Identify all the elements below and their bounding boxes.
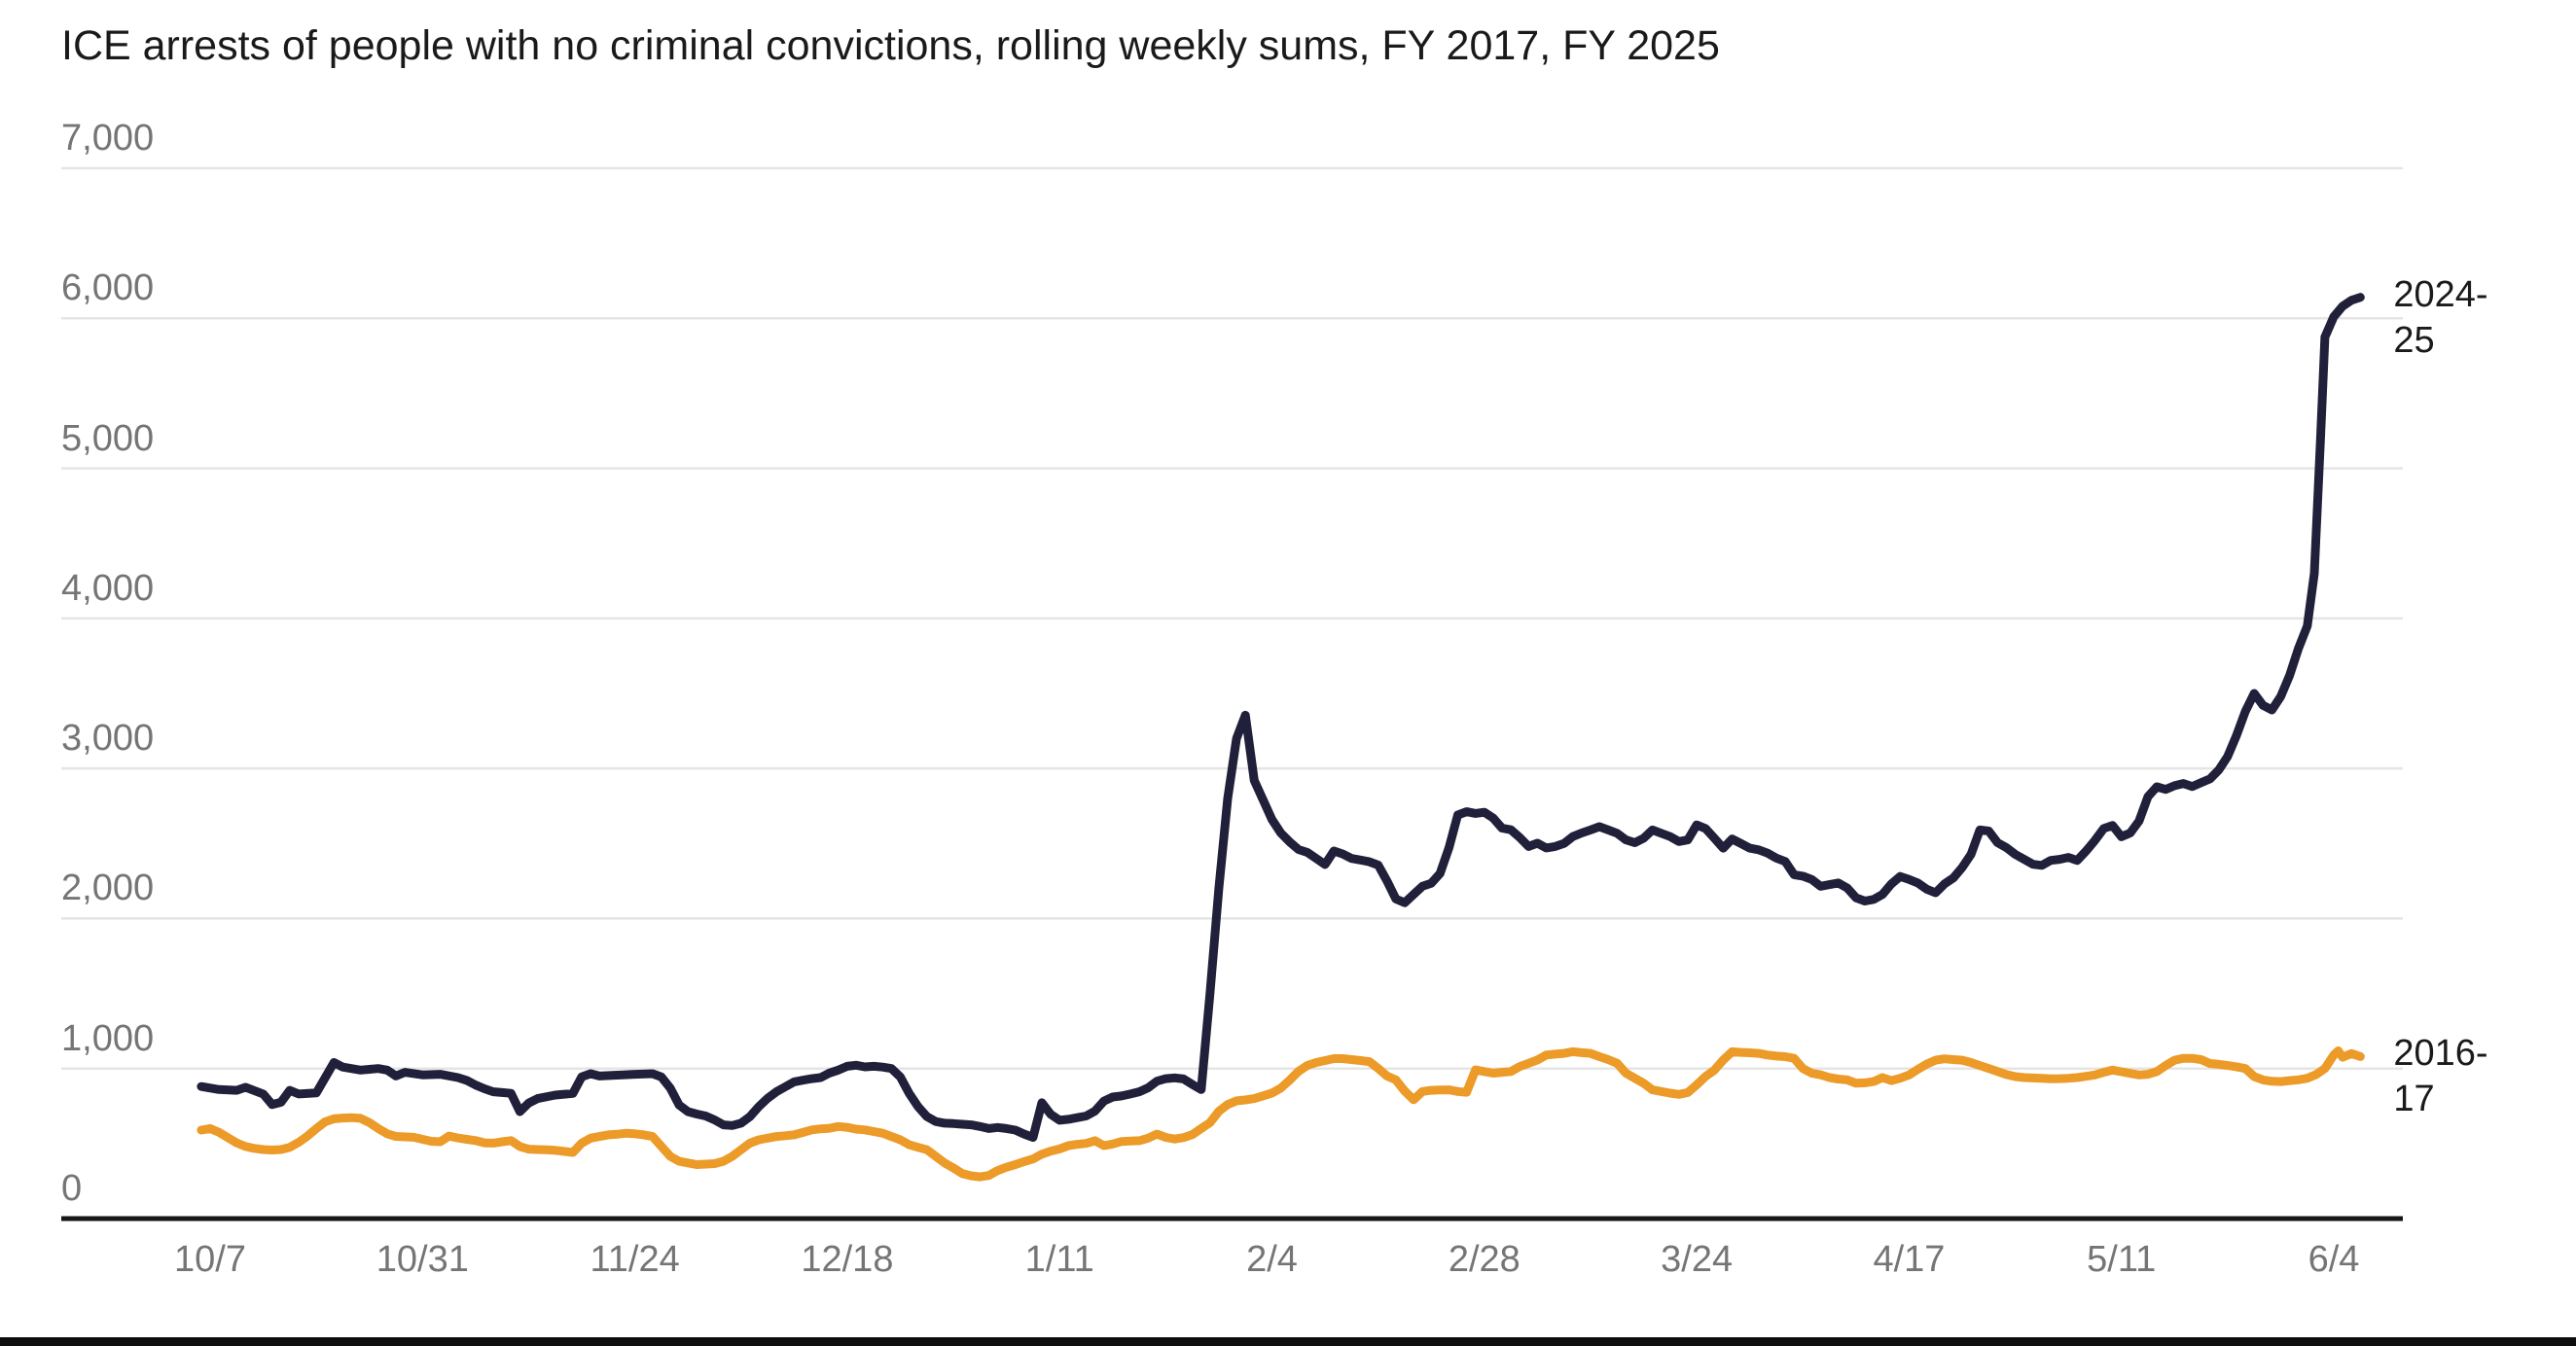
y-tick-label: 2,000 <box>61 868 155 909</box>
x-tick-label: 10/31 <box>376 1239 469 1280</box>
line-2024-25 <box>197 293 2365 1142</box>
x-tick-label: 12/18 <box>801 1239 894 1280</box>
series-label-2016-17: 2016-17 <box>2393 1033 2488 1120</box>
y-tick-label: 3,000 <box>61 718 155 760</box>
y-tick-label: 1,000 <box>61 1017 155 1059</box>
x-tick-label: 5/11 <box>2087 1239 2157 1280</box>
x-tick-label: 2/4 <box>1246 1239 1298 1280</box>
y-tick-label: 0 <box>61 1168 83 1209</box>
y-tick-label: 4,000 <box>61 567 155 609</box>
x-tick-label: 10/7 <box>174 1239 246 1280</box>
x-tick-label: 2/28 <box>1448 1239 1521 1280</box>
x-tick-label: 11/24 <box>590 1239 680 1280</box>
bottom-divider-bar <box>0 1337 2576 1346</box>
line-2016-17 <box>197 1046 2365 1182</box>
chart-title: ICE arrests of people with no criminal c… <box>61 22 1720 69</box>
y-tick-label: 6,000 <box>61 267 155 309</box>
x-tick-label: 3/24 <box>1661 1239 1734 1280</box>
y-tick-label: 7,000 <box>61 118 155 159</box>
series-label-2024-25: 2024-25 <box>2393 273 2488 361</box>
x-tick-label: 1/11 <box>1024 1239 1094 1280</box>
y-tick-label: 5,000 <box>61 417 155 459</box>
x-tick-label: 6/4 <box>2308 1239 2360 1280</box>
x-tick-label: 4/17 <box>1873 1239 1946 1280</box>
